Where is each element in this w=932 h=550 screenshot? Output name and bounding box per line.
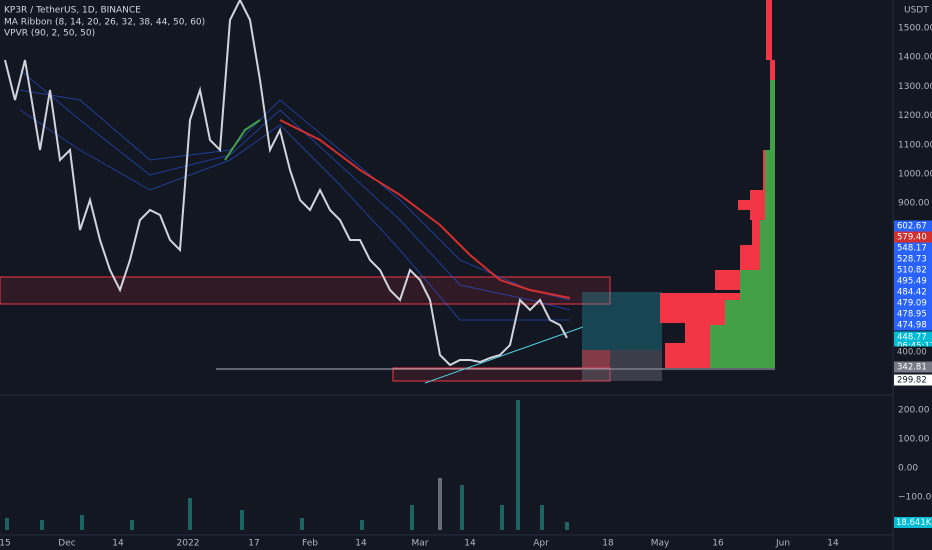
time-label: 14 bbox=[112, 539, 124, 549]
price-label: 900.00 bbox=[898, 199, 930, 209]
price-path bbox=[4, 0, 568, 367]
price-badge-text: 342.81 bbox=[897, 363, 927, 373]
price-badge bbox=[894, 275, 932, 287]
price-label: 1500.00 bbox=[898, 24, 932, 34]
time-label: 15 bbox=[0, 539, 11, 549]
trend-line bbox=[424, 326, 584, 384]
price-badge bbox=[894, 220, 932, 232]
price-badge bbox=[894, 242, 932, 254]
stop-zone bbox=[582, 350, 610, 368]
volume-profile bbox=[660, 0, 775, 368]
ma-ribbon bbox=[19, 69, 571, 321]
price-badge-text: 484.42 bbox=[897, 288, 927, 298]
stop-zone bbox=[582, 350, 662, 381]
price-label: 1400.00 bbox=[898, 53, 932, 63]
price-badge-text: 495.49 bbox=[897, 277, 927, 287]
volume-label: 0.00 bbox=[898, 464, 918, 474]
time-label: Apr bbox=[533, 539, 549, 549]
price-badge bbox=[894, 286, 932, 298]
support-zone bbox=[392, 367, 611, 382]
price-badge-text: 479.09 bbox=[897, 299, 927, 309]
price-badge bbox=[894, 319, 932, 331]
price-badge bbox=[894, 264, 932, 276]
target-zone bbox=[582, 292, 662, 350]
volume-label: −100.00 bbox=[898, 493, 932, 503]
volume-badge-text: 18.641K bbox=[896, 518, 932, 528]
price-badge-text: 299.82 bbox=[897, 376, 927, 386]
volume-badge bbox=[894, 517, 932, 528]
time-label: Mar bbox=[412, 539, 429, 549]
price-badge-text: 510.82 bbox=[897, 266, 927, 276]
price-label: 1300.00 bbox=[898, 82, 932, 92]
price-badge bbox=[894, 346, 932, 358]
legend-ribbon: MA Ribbon (8, 14, 20, 26, 32, 38, 44, 50… bbox=[4, 18, 205, 28]
legend-vpvr: VPVR (90, 2, 50, 50) bbox=[4, 29, 95, 39]
volume-label: 100.00 bbox=[898, 435, 930, 445]
price-badge bbox=[894, 253, 932, 265]
price-badge-text: 448.77 bbox=[897, 333, 927, 343]
time-label: May bbox=[651, 539, 670, 549]
price-badge bbox=[894, 297, 932, 309]
time-label: 14 bbox=[355, 539, 367, 549]
legend-symbol: KP3R / TetherUS, 1D, BINANCE bbox=[4, 6, 141, 16]
price-badge bbox=[894, 231, 932, 243]
time-label: 17 bbox=[248, 539, 259, 549]
price-label: 1100.00 bbox=[898, 140, 932, 150]
time-label: Feb bbox=[302, 539, 318, 549]
price-badge bbox=[894, 308, 932, 320]
volume-label: 200.00 bbox=[898, 406, 930, 416]
price-badge-text: 548.17 bbox=[897, 244, 927, 254]
time-label: 14 bbox=[464, 539, 476, 549]
resistance-zone bbox=[0, 276, 611, 305]
price-badge bbox=[894, 340, 932, 352]
price-label: 1200.00 bbox=[898, 111, 932, 121]
price-badge bbox=[894, 361, 932, 373]
volume-bars bbox=[5, 400, 569, 530]
time-label: 14 bbox=[827, 539, 839, 549]
time-label: 2022 bbox=[177, 539, 200, 549]
price-badge-text: 474.98 bbox=[897, 321, 927, 331]
price-badge-text: 602.67 bbox=[897, 222, 927, 232]
price-badge bbox=[894, 331, 932, 343]
price-badge-text: 400.00 bbox=[897, 348, 927, 358]
time-label: 18 bbox=[602, 539, 614, 549]
axis-unit: USDT bbox=[904, 6, 929, 16]
price-label: 1000.00 bbox=[898, 170, 932, 180]
price-badge-text: 579.40 bbox=[897, 233, 927, 243]
price-badge-text: 478.95 bbox=[897, 310, 927, 320]
time-label: Dec bbox=[58, 539, 75, 549]
price-badge-text: 528.73 bbox=[897, 255, 927, 265]
price-badge bbox=[894, 374, 932, 386]
time-label: 16 bbox=[712, 539, 724, 549]
time-label: Jun bbox=[775, 539, 790, 549]
